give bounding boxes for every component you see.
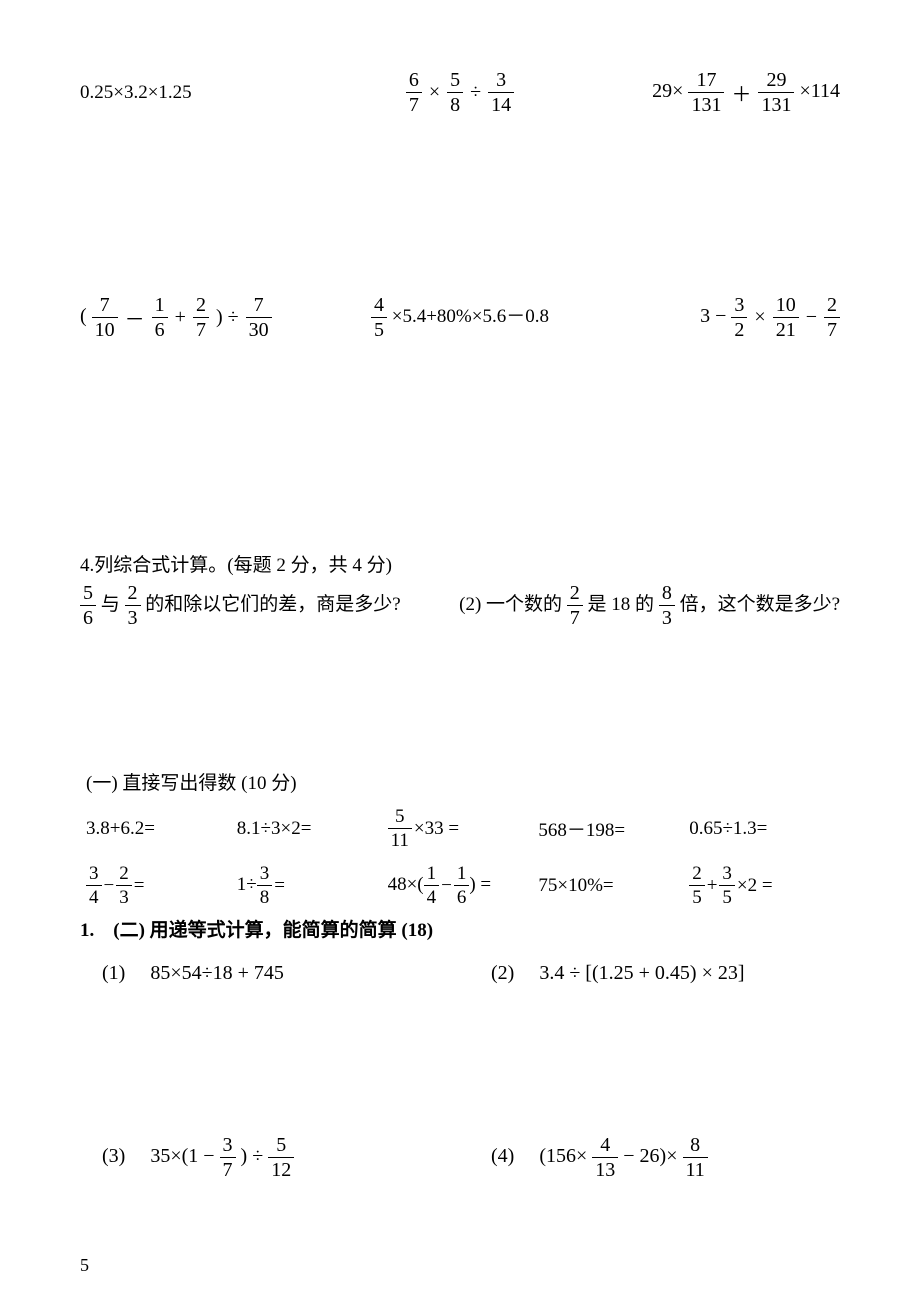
grid-item: 568－198= — [538, 815, 689, 842]
fraction: 29131 — [758, 70, 794, 115]
expr-r1c1: 0.25×3.2×1.25 — [80, 82, 333, 104]
text: 的和除以它们的差，商是多少? — [145, 594, 400, 615]
fraction: 83 — [659, 583, 675, 628]
expr-r2c1: ( 710 － 16 + 27 ) ÷ 730 — [80, 295, 333, 340]
fraction: 14 — [424, 864, 440, 907]
label: (4) — [491, 1145, 534, 1167]
expr-text: 35×(1 − — [150, 1145, 219, 1167]
section-4-q2: (2) 一个数的 27 是 18 的 83 倍，这个数是多少? — [449, 583, 840, 628]
op-minus: − — [804, 306, 819, 328]
fraction: 38 — [257, 864, 273, 907]
section-b-q3: (3) 35×(1 − 37 ) ÷ 512 — [80, 1135, 451, 1180]
fraction: 32 — [731, 295, 747, 340]
section-4-row: 56 与 23 的和除以它们的差，商是多少? (2) 一个数的 27 是 18 … — [80, 583, 840, 628]
expr-text: 0.25×3.2×1.25 — [80, 82, 192, 103]
op-plus: ＋ — [729, 84, 753, 106]
grid-item: 3.8+6.2= — [86, 818, 237, 840]
label: 1. (二) — [80, 920, 150, 941]
fraction: 16 — [454, 864, 470, 907]
fraction: 45 — [371, 295, 387, 340]
expr-text: 3.4 ÷ [(1.25 + 0.45) × 23] — [539, 962, 744, 984]
fraction: 27 — [193, 295, 209, 340]
section-4: 4.列综合式计算。(每题 2 分，共 4 分) 56 与 23 的和除以它们的差… — [80, 550, 840, 628]
text: 是 18 的 — [588, 594, 655, 615]
fraction: 58 — [447, 70, 463, 115]
op-minus: － — [123, 309, 147, 331]
section-4-q1: 56 与 23 的和除以它们的差，商是多少? — [80, 583, 449, 628]
grid-item: 75×10%= — [538, 875, 689, 897]
grid-item: 8.1÷3×2= — [237, 818, 388, 840]
text: 倍，这个数是多少? — [680, 594, 840, 615]
fraction: 811 — [683, 1135, 708, 1180]
heading-text: 用递等式计算，能简算的简算 (18) — [150, 920, 433, 941]
fraction: 37 — [220, 1135, 236, 1180]
expr-text: ×5.4+80%×5.6－0.8 — [392, 306, 549, 327]
grid-item: 34−23= — [86, 864, 237, 907]
fraction: 35 — [719, 864, 735, 907]
expr-row-2: ( 710 － 16 + 27 ) ÷ 730 45 ×5.4+80%×5.6－… — [80, 295, 840, 340]
expr-r1c2: 67 × 58 ÷ 314 — [333, 70, 586, 115]
fraction: 23 — [116, 864, 132, 907]
fraction: 1021 — [773, 295, 799, 340]
fraction: 710 — [92, 295, 118, 340]
section-a: (一) 直接写出得数 (10 分) 3.8+6.2=8.1÷3×2=511×33… — [80, 768, 840, 907]
fraction: 27 — [567, 583, 583, 628]
fraction: 67 — [406, 70, 422, 115]
expr-r2c2: 45 ×5.4+80%×5.6－0.8 — [333, 295, 586, 340]
section-b-q1: (1) 85×54÷18 + 745 — [80, 956, 451, 985]
expr-text: ×114 — [799, 80, 840, 102]
op-times: × — [427, 81, 442, 103]
page: 0.25×3.2×1.25 67 × 58 ÷ 314 29× 17131 ＋ … — [0, 0, 920, 1220]
expr-r2c3: 3 − 32 × 1021 − 27 — [587, 295, 840, 340]
expr-text: (156× — [539, 1145, 587, 1167]
grid-item: 1÷38= — [237, 864, 388, 907]
page-number: 5 — [80, 1255, 89, 1276]
fraction: 511 — [388, 807, 412, 850]
grid-item: 25+35×2 = — [689, 864, 840, 907]
label: (3) — [102, 1145, 145, 1167]
section-b: 1. (二) 用递等式计算，能简算的简算 (18) (1) 85×54÷18 +… — [80, 915, 840, 1180]
op-div: ) ÷ — [214, 306, 241, 328]
op-div: ÷ — [468, 81, 483, 103]
paren-left: ( — [80, 305, 87, 327]
section-b-row2: (3) 35×(1 − 37 ) ÷ 512 (4) (156× 413 − 2… — [80, 1135, 840, 1180]
expr-row-1: 0.25×3.2×1.25 67 × 58 ÷ 314 29× 17131 ＋ … — [80, 70, 840, 115]
section-a-heading: (一) 直接写出得数 (10 分) — [86, 768, 840, 795]
expr-text: 85×54÷18 + 745 — [150, 962, 284, 984]
text: (2) 一个数的 — [459, 594, 562, 615]
grid-item: 48×(14−16) = — [388, 864, 539, 907]
section-b-heading: 1. (二) 用递等式计算，能简算的简算 (18) — [80, 915, 840, 942]
section-a-grid: 3.8+6.2=8.1÷3×2=511×33 =568－198=0.65÷1.3… — [86, 807, 840, 907]
fraction: 34 — [86, 864, 102, 907]
fraction: 25 — [689, 864, 705, 907]
fraction: 56 — [80, 583, 96, 628]
expr-text: 29× — [652, 80, 683, 102]
label: (1) — [102, 962, 145, 984]
fraction: 730 — [246, 295, 272, 340]
grid-item: 0.65÷1.3= — [689, 818, 840, 840]
fraction: 314 — [488, 70, 514, 115]
fraction: 27 — [824, 295, 840, 340]
fraction: 16 — [152, 295, 168, 340]
section-b-q2: (2) 3.4 ÷ [(1.25 + 0.45) × 23] — [451, 956, 840, 985]
fraction: 23 — [125, 583, 141, 628]
expr-text: 3 − — [700, 305, 726, 327]
expr-text: ) ÷ — [241, 1145, 264, 1167]
section-4-heading: 4.列综合式计算。(每题 2 分，共 4 分) — [80, 550, 840, 577]
op-plus: + — [173, 306, 188, 328]
expr-r1c3: 29× 17131 ＋ 29131 ×114 — [587, 70, 840, 115]
text: 与 — [101, 594, 120, 615]
op-times: × — [752, 306, 767, 328]
section-b-row1: (1) 85×54÷18 + 745 (2) 3.4 ÷ [(1.25 + 0.… — [80, 956, 840, 985]
expr-text: − 26)× — [623, 1145, 677, 1167]
fraction: 413 — [592, 1135, 618, 1180]
grid-item: 511×33 = — [388, 807, 539, 850]
label: (2) — [491, 962, 534, 984]
fraction: 17131 — [688, 70, 724, 115]
section-b-q4: (4) (156× 413 − 26)× 811 — [451, 1135, 840, 1180]
fraction: 512 — [268, 1135, 294, 1180]
